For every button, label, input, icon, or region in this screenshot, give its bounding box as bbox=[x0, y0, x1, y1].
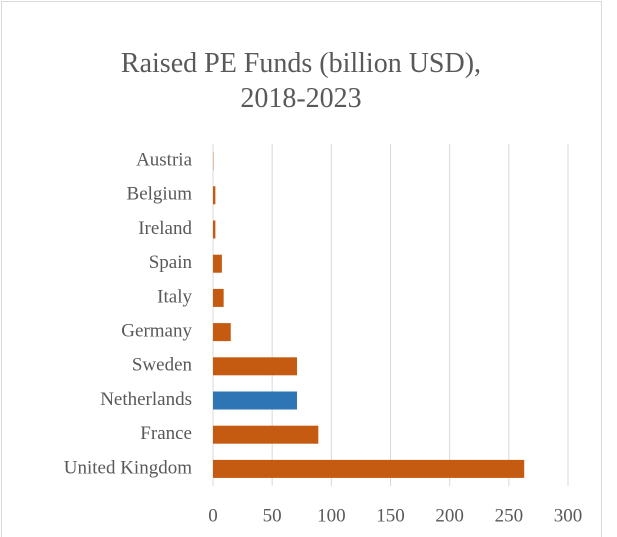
bar bbox=[213, 186, 216, 205]
y-tick-label: Germany bbox=[121, 320, 192, 341]
y-tick-label: Spain bbox=[149, 252, 193, 273]
chart-title: Raised PE Funds (billion USD), 2018-2023 bbox=[120, 48, 482, 114]
bar bbox=[213, 220, 216, 239]
y-tick-label: France bbox=[140, 423, 192, 444]
x-tick-label: 150 bbox=[376, 505, 405, 526]
bar bbox=[213, 357, 298, 376]
y-tick-label: Netherlands bbox=[100, 389, 192, 410]
y-tick-label: United Kingdom bbox=[64, 457, 192, 478]
x-tick-label: 0 bbox=[208, 505, 218, 526]
bar bbox=[213, 323, 231, 342]
x-tick-label: 200 bbox=[435, 505, 464, 526]
x-tick-label: 250 bbox=[495, 505, 524, 526]
y-tick-label: Sweden bbox=[132, 355, 193, 376]
bar bbox=[213, 288, 224, 307]
bar bbox=[213, 459, 525, 478]
x-tick-label: 300 bbox=[554, 505, 583, 526]
y-tick-label: Italy bbox=[157, 286, 192, 307]
x-tick-label: 100 bbox=[317, 505, 346, 526]
bar bbox=[213, 425, 319, 444]
y-tick-label: Austria bbox=[136, 149, 193, 170]
y-tick-label: Belgium bbox=[127, 184, 193, 205]
chart-frame bbox=[1, 1, 602, 537]
y-tick-label: Ireland bbox=[138, 218, 192, 239]
bar bbox=[213, 391, 298, 410]
x-tick-label: 50 bbox=[263, 505, 282, 526]
bar bbox=[213, 254, 222, 273]
